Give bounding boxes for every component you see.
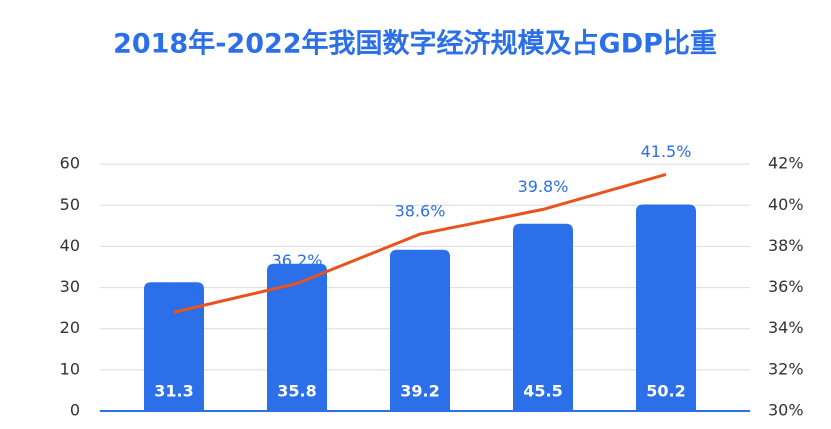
y2-tick-label: 42% — [768, 154, 804, 173]
y-tick-label: 20 — [60, 318, 80, 337]
line — [173, 172, 667, 314]
line-value-label: 34.8% — [149, 280, 200, 299]
y-tick-label: 40 — [60, 236, 80, 255]
line-value-label: 38.6% — [395, 202, 446, 221]
line-value-label: 36.2% — [272, 251, 323, 270]
bar — [390, 249, 450, 411]
line-value-label: 41.5% — [641, 142, 692, 161]
bar-value-label: 50.2 — [646, 382, 685, 401]
y-tick-label: 0 — [70, 401, 80, 420]
y2-tick-label: 38% — [768, 236, 804, 255]
bar — [144, 282, 204, 411]
y2-tick-label: 34% — [768, 318, 804, 337]
line-value-label: 39.8% — [518, 177, 569, 196]
y-tick-label: 10 — [60, 359, 80, 378]
y-tick-label: 30 — [60, 277, 80, 296]
bar-value-label: 31.3 — [154, 382, 193, 401]
bar — [636, 204, 696, 411]
chart-title: 2018年-2022年我国数字经济规模及占GDP比重 — [113, 28, 717, 60]
bar — [267, 263, 327, 411]
y-tick-label: 50 — [60, 195, 80, 214]
y2-tick-label: 40% — [768, 195, 804, 214]
bar-value-label: 35.8 — [277, 382, 316, 401]
y2-tick-label: 32% — [768, 359, 804, 378]
y-tick-label: 60 — [60, 154, 80, 173]
bar-value-label: 39.2 — [400, 382, 439, 401]
bar — [513, 223, 573, 411]
y2-tick-label: 30% — [768, 401, 804, 420]
y2-tick-label: 36% — [768, 277, 804, 296]
bar-value-label: 45.5 — [523, 382, 562, 401]
